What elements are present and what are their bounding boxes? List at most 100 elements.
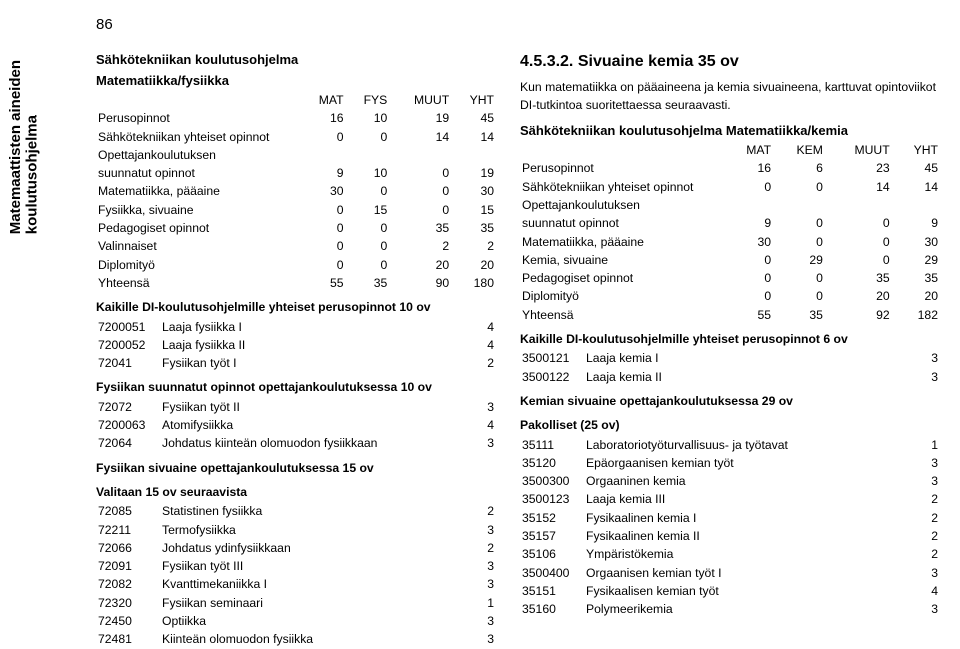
row-value: [892, 196, 940, 214]
row-value: 0: [825, 214, 892, 232]
row-label: Kemia, sivuaine: [520, 251, 724, 269]
row-label: Pedagogiset opinnot: [96, 219, 300, 237]
course-code: 72450: [96, 612, 160, 630]
course-credits: 1: [464, 594, 496, 612]
hdr-fys: FYS: [346, 91, 390, 109]
row-value: 20: [389, 256, 451, 274]
list-item: 35157Fysikaalinen kemia II2: [520, 527, 940, 545]
course-name: Laaja kemia III: [584, 490, 908, 508]
row-value: 0: [724, 287, 773, 305]
list-item: 35160Polymeerikemia3: [520, 600, 940, 618]
row-value: 0: [300, 201, 346, 219]
row-value: 29: [773, 251, 825, 269]
row-value: 92: [825, 306, 892, 324]
row-value: 9: [724, 214, 773, 232]
row-value: 0: [724, 269, 773, 287]
row-value: 0: [825, 251, 892, 269]
course-code: 7200052: [96, 336, 160, 354]
vertical-label-2: koulutusohjelma: [24, 115, 41, 234]
hdr-muut: MUUT: [389, 91, 451, 109]
row-value: 0: [300, 219, 346, 237]
table-row: Diplomityö002020: [520, 287, 940, 305]
course-credits: 2: [464, 354, 496, 372]
row-value: 0: [346, 219, 390, 237]
table-row: Sähkötekniikan yhteiset opinnot001414: [96, 128, 496, 146]
course-name: Atomifysiikka: [160, 416, 464, 434]
row-label: Valinnaiset: [96, 237, 300, 255]
rhdr-mat: MAT: [724, 141, 773, 159]
row-label: suunnatut opinnot: [520, 214, 724, 232]
left-sub1-table: 7200051Laaja fysiikka I47200052Laaja fys…: [96, 318, 496, 373]
list-item: 72211Termofysiikka3: [96, 521, 496, 539]
table-row: suunnatut opinnot9009: [520, 214, 940, 232]
right-column: 4.5.3.2. Sivuaine kemia 35 ov Kun matema…: [520, 50, 940, 619]
row-value: 0: [389, 164, 451, 182]
row-value: 9: [300, 164, 346, 182]
list-item: 35152Fysikaalinen kemia I2: [520, 509, 940, 527]
right-title2: Sähkötekniikan koulutusohjelma Matematii…: [520, 121, 940, 141]
row-value: 0: [773, 287, 825, 305]
course-credits: 2: [908, 490, 940, 508]
course-name: Orgaaninen kemia: [584, 472, 908, 490]
row-value: 55: [724, 306, 773, 324]
row-value: 0: [773, 178, 825, 196]
course-code: 35120: [520, 454, 584, 472]
row-value: 90: [389, 274, 451, 292]
row-value: 2: [451, 237, 496, 255]
left-sub2: Fysiikan suunnatut opinnot opettajankoul…: [96, 378, 496, 396]
course-code: 72064: [96, 434, 160, 452]
left-sub4: Valitaan 15 ov seuraavista: [96, 483, 496, 501]
course-code: 3500300: [520, 472, 584, 490]
course-name: Laboratoriotyöturvallisuus- ja työtavat: [584, 436, 908, 454]
rhdr-kem: KEM: [773, 141, 825, 159]
row-value: 19: [451, 164, 496, 182]
right-sub3: Pakolliset (25 ov): [520, 416, 940, 434]
list-item: 72481Kiinteän olomuodon fysiikka3: [96, 630, 496, 648]
course-code: 72091: [96, 557, 160, 575]
rhdr-yht: YHT: [892, 141, 940, 159]
course-credits: 3: [464, 398, 496, 416]
course-credits: 3: [908, 368, 940, 386]
list-item: 35151Fysikaalisen kemian työt4: [520, 582, 940, 600]
list-item: 35120Epäorgaanisen kemian työt3: [520, 454, 940, 472]
course-name: Polymeerikemia: [584, 600, 908, 618]
right-intro: Kun matematiikka on pääaineena ja kemia …: [520, 78, 940, 115]
row-value: 182: [892, 306, 940, 324]
row-value: 0: [389, 201, 451, 219]
row-value: 35: [389, 219, 451, 237]
course-name: Orgaanisen kemian työt I: [584, 564, 908, 582]
course-name: Laaja kemia I: [584, 349, 908, 367]
course-credits: 4: [464, 318, 496, 336]
row-value: 0: [346, 237, 390, 255]
course-credits: 1: [908, 436, 940, 454]
row-value: 14: [825, 178, 892, 196]
row-value: 35: [892, 269, 940, 287]
list-item: 7200051Laaja fysiikka I4: [96, 318, 496, 336]
row-value: 0: [724, 178, 773, 196]
course-name: Kvanttimekaniikka I: [160, 575, 464, 593]
row-label: Diplomityö: [96, 256, 300, 274]
list-item: 7200063Atomifysiikka4: [96, 416, 496, 434]
course-name: Laaja fysiikka I: [160, 318, 464, 336]
row-value: 0: [724, 251, 773, 269]
course-code: 72211: [96, 521, 160, 539]
vertical-section-label: Matemaattisten aineiden koulutusohjelma: [8, 60, 41, 234]
row-label: Sähkötekniikan yhteiset opinnot: [520, 178, 724, 196]
row-value: 23: [825, 159, 892, 177]
row-value: 0: [300, 128, 346, 146]
row-value: [451, 146, 496, 164]
course-credits: 4: [464, 336, 496, 354]
row-value: 10: [346, 164, 390, 182]
course-credits: 3: [908, 564, 940, 582]
course-credits: 3: [464, 434, 496, 452]
row-label: Opettajankoulutuksen: [96, 146, 300, 164]
row-value: 35: [451, 219, 496, 237]
course-code: 35106: [520, 545, 584, 563]
row-value: 0: [346, 182, 390, 200]
row-value: 30: [724, 233, 773, 251]
list-item: 72085Statistinen fysiikka2: [96, 502, 496, 520]
row-value: 0: [300, 237, 346, 255]
row-value: 20: [892, 287, 940, 305]
course-code: 3500121: [520, 349, 584, 367]
row-value: 2: [389, 237, 451, 255]
